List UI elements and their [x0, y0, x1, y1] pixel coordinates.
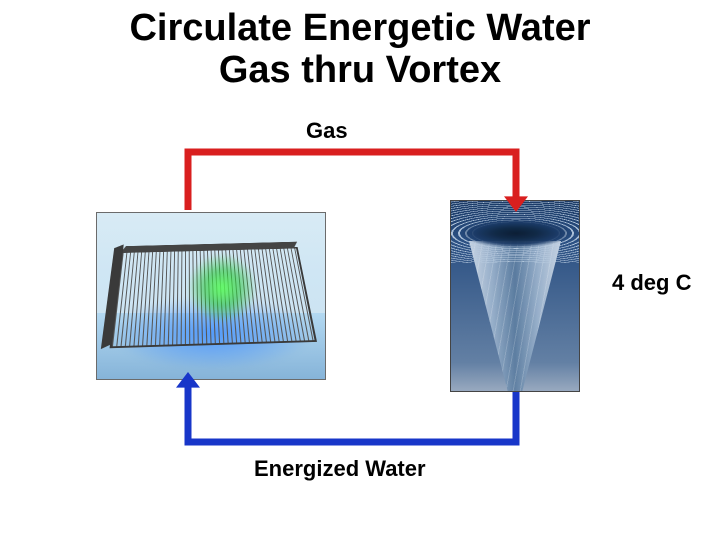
temperature-label: 4 deg C — [612, 270, 691, 296]
gas-label: Gas — [306, 118, 348, 144]
title-line-1: Circulate Energetic Water — [129, 7, 590, 49]
energized-water-label: Energized Water — [254, 456, 426, 482]
vortex-panel — [450, 200, 580, 392]
page-title: Circulate Energetic Water Gas thru Vorte… — [0, 8, 720, 92]
title-line-2: Gas thru Vortex — [219, 49, 501, 91]
vortex-surface — [450, 200, 580, 263]
glow-green — [187, 253, 257, 323]
electrolyzer-panel — [96, 212, 326, 380]
